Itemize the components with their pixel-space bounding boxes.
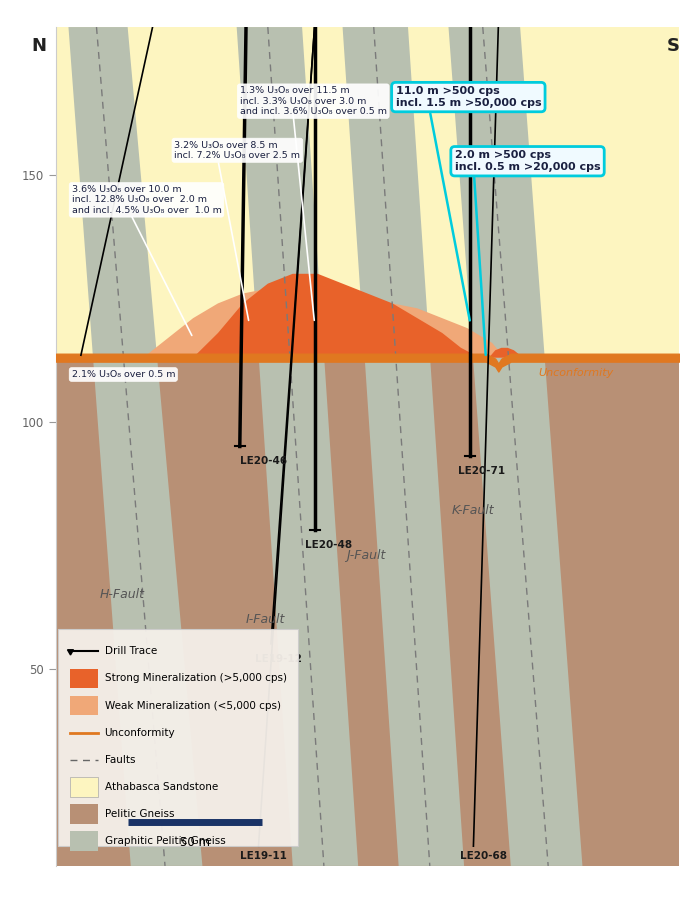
- Polygon shape: [342, 27, 464, 866]
- Text: Faults: Faults: [104, 755, 135, 765]
- Text: LE19-12: LE19-12: [256, 654, 302, 664]
- Text: N: N: [31, 37, 46, 55]
- Bar: [70, 778, 99, 796]
- Text: Weak Mineralization (<5,000 cps): Weak Mineralization (<5,000 cps): [104, 701, 281, 711]
- Polygon shape: [144, 289, 505, 358]
- Text: Athabasca Sandstone: Athabasca Sandstone: [104, 782, 218, 792]
- Text: 3.2% U₃O₈ over 8.5 m
incl. 7.2% U₃O₈ over 2.5 m: 3.2% U₃O₈ over 8.5 m incl. 7.2% U₃O₈ ove…: [174, 141, 300, 160]
- Text: 50 m: 50 m: [180, 836, 209, 850]
- Text: Pelitic Gneiss: Pelitic Gneiss: [104, 809, 174, 819]
- Polygon shape: [489, 348, 526, 358]
- Bar: [70, 832, 99, 851]
- Text: 2.0 m >500 cps
incl. 0.5 m >20,000 cps: 2.0 m >500 cps incl. 0.5 m >20,000 cps: [455, 151, 601, 172]
- Bar: [70, 695, 99, 715]
- Text: H-Fault: H-Fault: [99, 588, 145, 601]
- Text: Unconformity: Unconformity: [539, 367, 614, 378]
- Text: LE19-11: LE19-11: [240, 851, 287, 861]
- Text: 1.3% U₃O₈ over 11.5 m
incl. 3.3% U₃O₈ over 3.0 m
and incl. 3.6% U₃O₈ over 0.5 m: 1.3% U₃O₈ over 11.5 m incl. 3.3% U₃O₈ ov…: [240, 87, 387, 116]
- Polygon shape: [449, 27, 582, 866]
- Text: J-Fault: J-Fault: [346, 548, 385, 562]
- Polygon shape: [69, 27, 202, 866]
- Text: Unconformity: Unconformity: [104, 728, 175, 738]
- Text: K-Fault: K-Fault: [452, 504, 494, 517]
- Text: LE20-46: LE20-46: [240, 456, 287, 466]
- Text: LE20-48: LE20-48: [305, 540, 352, 550]
- Polygon shape: [193, 274, 480, 358]
- Text: S: S: [667, 37, 680, 55]
- Text: Drill Trace: Drill Trace: [104, 646, 157, 657]
- Text: I-Fault: I-Fault: [246, 612, 286, 626]
- Text: LE20-71: LE20-71: [458, 466, 505, 476]
- Bar: [56, 358, 679, 866]
- Text: LE20-68: LE20-68: [460, 851, 507, 861]
- FancyBboxPatch shape: [58, 629, 298, 846]
- Text: Strong Mineralization (>5,000 cps): Strong Mineralization (>5,000 cps): [104, 674, 286, 684]
- Bar: [70, 805, 99, 824]
- Text: Graphitic Pelitic Gneiss: Graphitic Pelitic Gneiss: [104, 836, 225, 846]
- Polygon shape: [237, 27, 358, 866]
- Text: 3.6% U₃O₈ over 10.0 m
incl. 12.8% U₃O₈ over  2.0 m
and incl. 4.5% U₃O₈ over  1.0: 3.6% U₃O₈ over 10.0 m incl. 12.8% U₃O₈ o…: [71, 185, 221, 215]
- Text: 11.0 m >500 cps
incl. 1.5 m >50,000 cps: 11.0 m >500 cps incl. 1.5 m >50,000 cps: [395, 87, 541, 108]
- Bar: [70, 668, 99, 688]
- Text: 2.1% U₃O₈ over 0.5 m: 2.1% U₃O₈ over 0.5 m: [71, 370, 175, 379]
